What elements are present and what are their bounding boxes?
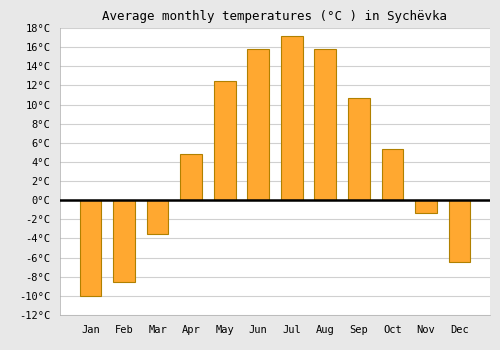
Bar xyxy=(382,149,404,200)
Bar xyxy=(448,200,470,262)
Bar xyxy=(146,200,169,234)
Bar xyxy=(281,36,302,200)
Bar xyxy=(248,49,269,200)
Bar xyxy=(348,98,370,200)
Bar xyxy=(180,154,202,200)
Bar xyxy=(415,200,437,213)
Bar xyxy=(214,80,236,200)
Bar xyxy=(80,200,102,296)
Bar xyxy=(113,200,135,281)
Bar xyxy=(314,49,336,200)
Title: Average monthly temperatures (°C ) in Sychëvka: Average monthly temperatures (°C ) in Sy… xyxy=(102,10,448,23)
